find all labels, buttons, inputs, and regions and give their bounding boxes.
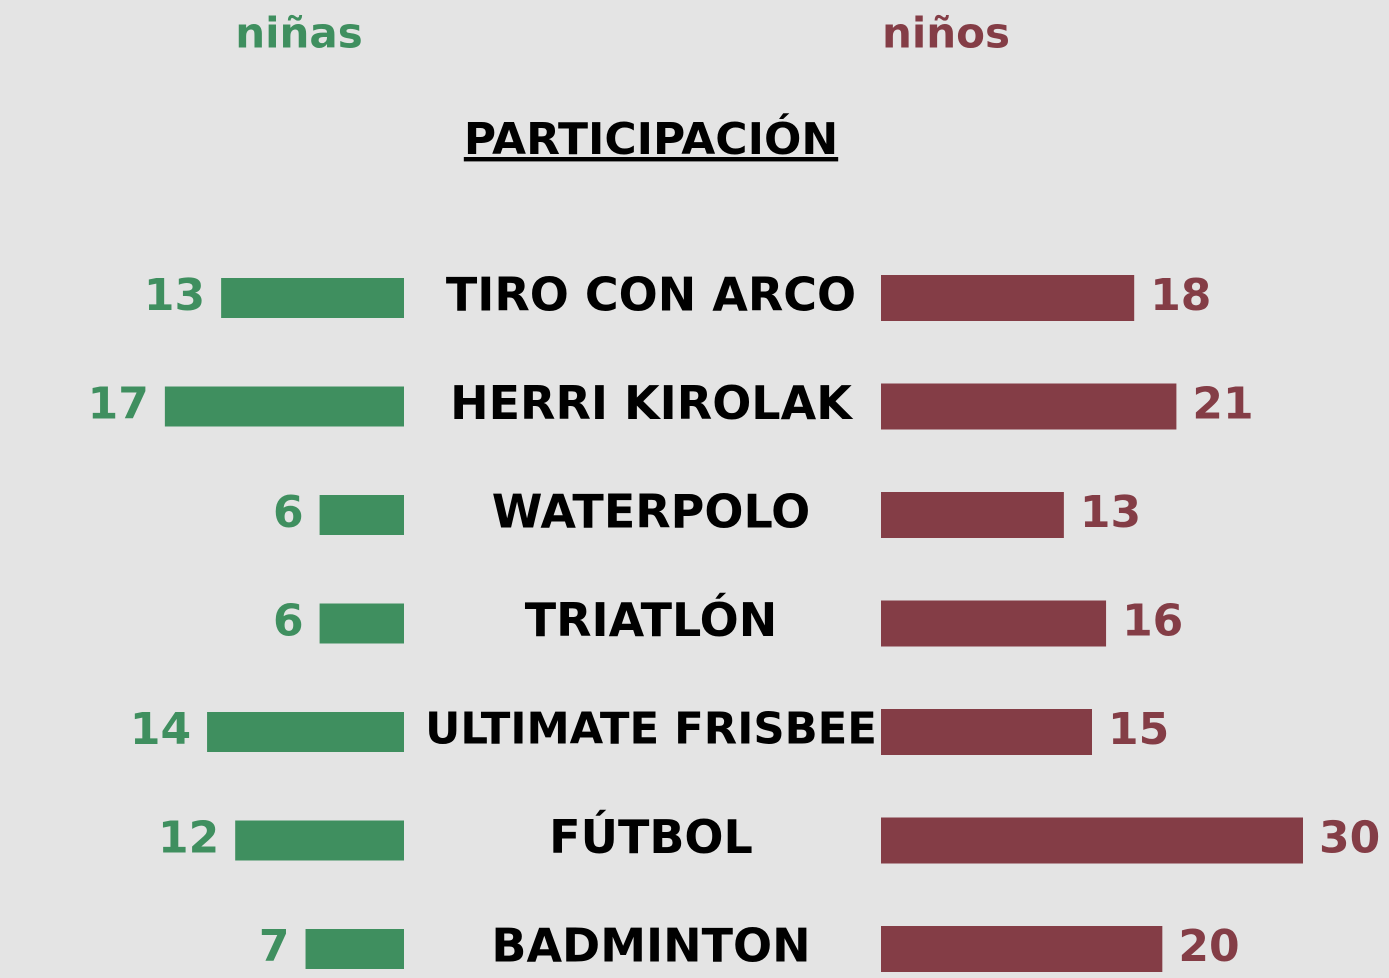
value-label-right: 15 [1108,704,1169,755]
value-label-left: 6 [273,487,304,538]
bar-left [305,929,404,969]
bar-right [881,817,1303,864]
bar-left [319,495,404,535]
value-label-left: 7 [259,921,290,972]
value-label-right: 13 [1080,487,1141,538]
legend-right: niños [882,9,1010,58]
value-label-left: 14 [130,704,191,755]
category-label: TIRO CON ARCO [446,268,856,322]
bar-left [319,603,404,644]
category-label: TRIATLÓN [525,593,778,647]
value-label-left: 12 [158,813,219,864]
category-label: ULTIMATE FRISBEE [425,705,877,755]
bar-right [881,383,1177,430]
category-label: BADMINTON [491,919,810,973]
value-label-right: 18 [1150,270,1211,321]
value-label-left: 13 [144,270,205,321]
value-label-right: 16 [1122,596,1183,647]
bar-left [207,712,404,752]
bar-right [881,492,1064,538]
value-label-left: 17 [88,379,149,430]
bar-right [881,600,1107,647]
bar-right [881,275,1135,321]
bar-left [221,278,404,318]
bar-right [881,709,1092,755]
chart-title: PARTICIPACIÓN [464,112,838,165]
value-label-right: 21 [1192,379,1253,430]
category-label: FÚTBOL [549,810,753,864]
category-label: HERRI KIROLAK [450,376,854,430]
value-label-right: 20 [1178,921,1239,972]
bar-left [235,820,404,861]
value-label-left: 6 [273,596,304,647]
legend-left: niñas [235,9,363,58]
category-label: WATERPOLO [492,485,811,539]
bar-right [881,926,1163,972]
value-label-right: 30 [1319,813,1380,864]
bar-left [164,386,404,427]
